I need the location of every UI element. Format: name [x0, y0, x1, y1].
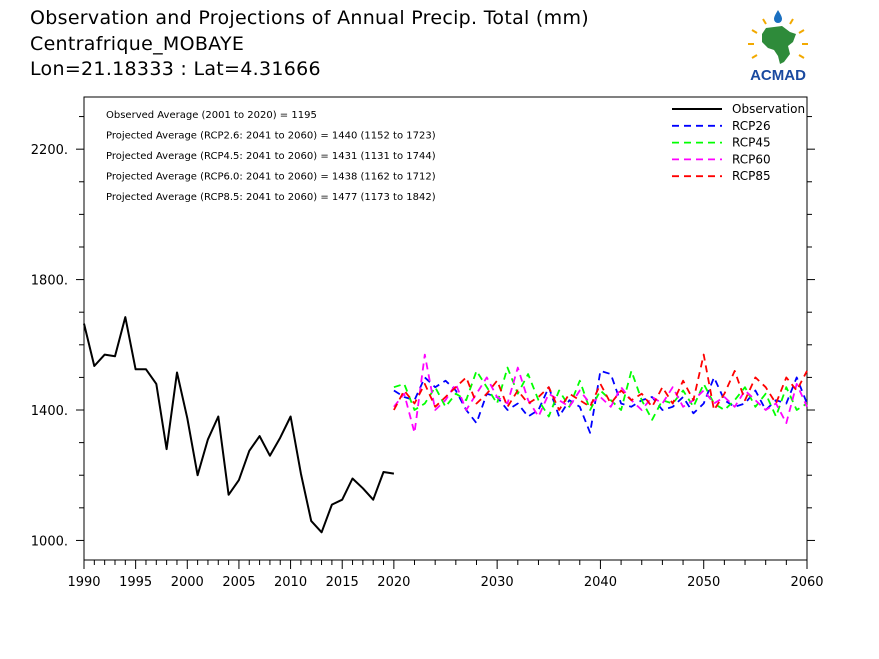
series-rcp26	[393, 369, 808, 434]
y-tick-label: 1800.	[31, 274, 68, 289]
water-drop-icon	[774, 10, 782, 23]
x-tick-label: 1995	[119, 575, 152, 590]
annotation-line: Projected Average (RCP6.0: 2041 to 2060)…	[106, 172, 436, 183]
x-tick-label: 2060	[790, 575, 823, 590]
chart-title: Observation and Projections of Annual Pr…	[30, 7, 589, 29]
y-tick-label: 2200.	[31, 143, 68, 158]
x-tick-label: 2040	[584, 575, 617, 590]
series-observation	[83, 316, 395, 534]
x-tick-label: 2015	[326, 575, 359, 590]
annotation-line: Observed Average (2001 to 2020) = 1195	[106, 110, 317, 121]
x-tick-label: 2020	[377, 575, 410, 590]
station-name: Centrafrique_MOBAYE	[30, 33, 245, 55]
plot-frame	[83, 96, 808, 561]
legend-label: RCP60	[732, 152, 771, 166]
y-tick-label: 1400.	[31, 404, 68, 419]
station-coordinates: Lon=21.18333 : Lat=4.31666	[30, 58, 321, 80]
legend-label: Observation	[732, 102, 805, 116]
y-tick-label: 1000.	[31, 534, 68, 549]
series-rcp85	[393, 353, 808, 411]
series-rcp45	[393, 366, 808, 421]
series-rcp60	[393, 353, 808, 434]
annotation-line: Projected Average (RCP4.5: 2041 to 2060)…	[106, 151, 436, 162]
x-tick-label: 2030	[481, 575, 514, 590]
annotation-line: Projected Average (RCP2.6: 2041 to 2060)…	[106, 131, 436, 142]
legend-label: RCP85	[732, 169, 771, 183]
legend-label: RCP45	[732, 136, 771, 150]
legend-label: RCP26	[732, 119, 771, 133]
annotations: Observed Average (2001 to 2020) = 1195 Pr…	[106, 110, 436, 203]
x-tick-label: 2010	[274, 575, 307, 590]
series-layer	[83, 316, 808, 534]
legend: Observation RCP26 RCP45 RCP60 RCP85	[672, 102, 805, 183]
x-tick-label: 2050	[687, 575, 720, 590]
logo-text: ACMAD	[750, 67, 806, 84]
x-tick-label: 2005	[222, 575, 255, 590]
axes: 1000. 1400. 1800. 2200. 1990 1995 2000 2005 2010…	[31, 96, 824, 590]
acmad-logo: ACMAD	[748, 10, 808, 84]
x-tick-label: 2000	[171, 575, 204, 590]
x-tick-label: 1990	[67, 575, 100, 590]
africa-icon	[762, 26, 796, 64]
annotation-line: Projected Average (RCP8.5: 2041 to 2060)…	[106, 192, 436, 203]
